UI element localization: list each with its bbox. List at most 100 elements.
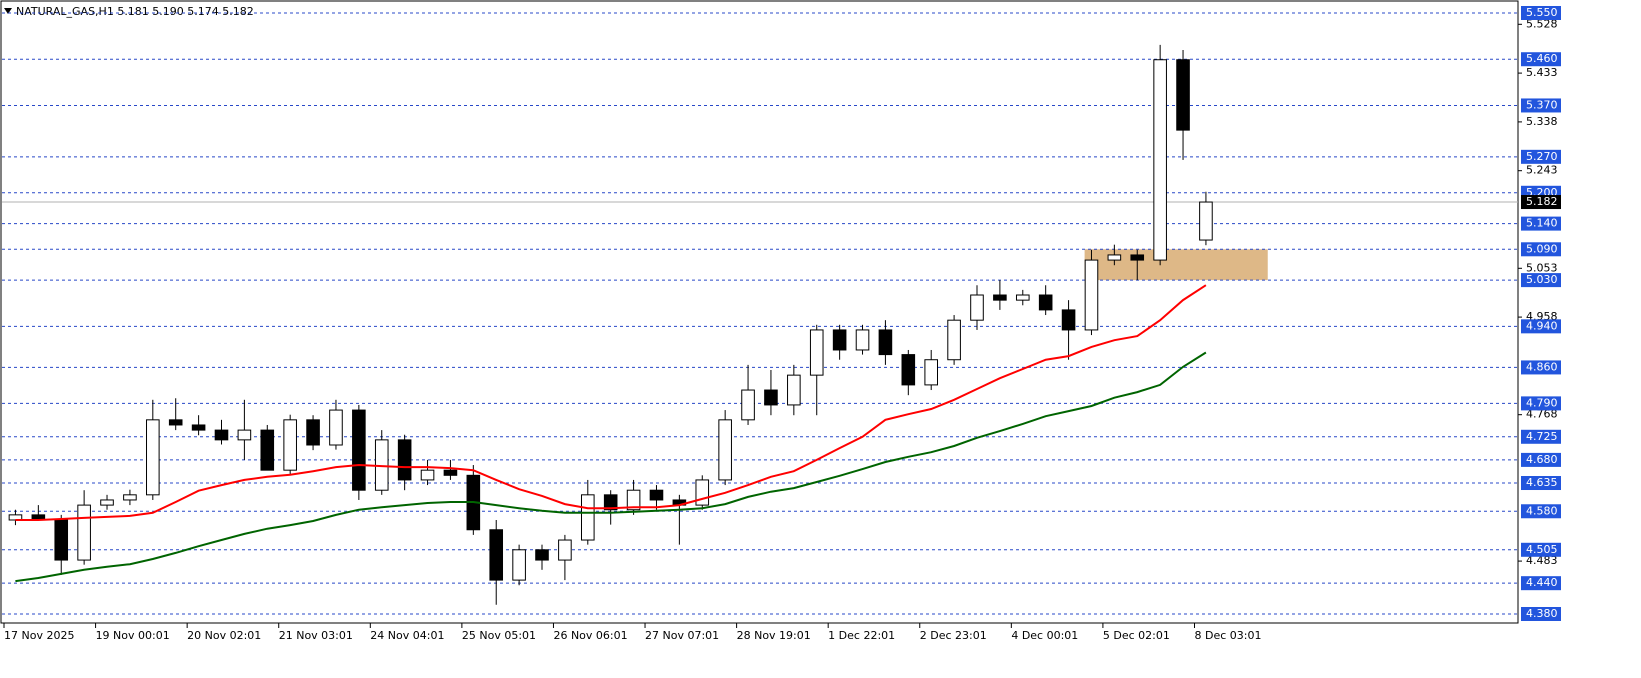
- candle-body: [283, 419, 297, 471]
- level-label-box: [1521, 6, 1561, 20]
- y-tick-label: 4.483: [1526, 554, 1558, 567]
- level-label: 5.030: [1526, 273, 1558, 286]
- x-tick-label: 17 Nov 2025: [4, 629, 74, 642]
- candle-body: [214, 429, 229, 441]
- candle-body: [397, 439, 412, 481]
- candle-body: [901, 354, 916, 386]
- level-label: 5.370: [1526, 98, 1558, 111]
- candle-body: [352, 409, 366, 491]
- candle-body: [260, 429, 275, 471]
- candle-body: [878, 329, 893, 356]
- level-label-box: [1521, 452, 1561, 467]
- level-label-box: [1521, 476, 1561, 491]
- candle-body: [832, 329, 847, 351]
- y-tick-label: 4.768: [1526, 408, 1558, 421]
- x-tick-label: 4 Dec 00:01: [1011, 629, 1078, 642]
- candle-body: [1038, 294, 1053, 311]
- y-tick-label: 5.528: [1526, 17, 1558, 30]
- level-label: 4.860: [1526, 360, 1558, 373]
- level-label-box: [1521, 607, 1561, 621]
- moving-average: [15, 284, 1207, 521]
- candle-body: [168, 419, 183, 426]
- candle-body: [1015, 294, 1030, 301]
- level-label-box: [1521, 273, 1561, 288]
- x-tick-label: 8 Dec 03:01: [1194, 629, 1261, 642]
- level-label-box: [1521, 542, 1561, 557]
- x-tick-label: 5 Dec 02:01: [1103, 629, 1170, 642]
- level-label: 5.550: [1526, 6, 1558, 19]
- zone: [1084, 249, 1268, 281]
- candle-body: [947, 319, 961, 361]
- candle-body: [1176, 59, 1190, 131]
- x-tick-label: 27 Nov 07:01: [645, 629, 719, 642]
- x-tick-label: 1 Dec 22:01: [828, 629, 895, 642]
- chart-title: NATURAL_GAS,H1 5.181 5.190 5.174 5.182: [16, 5, 254, 18]
- level-label-box: [1521, 360, 1561, 375]
- candle-body: [77, 504, 91, 561]
- candle-body: [306, 419, 320, 446]
- plot-frame: [0, 0, 1519, 624]
- y-tick-label: 5.433: [1526, 66, 1558, 79]
- candle-body: [603, 494, 618, 511]
- level-label: 4.380: [1526, 607, 1558, 620]
- level-label: 5.270: [1526, 150, 1558, 163]
- candle-body: [970, 294, 984, 321]
- candle-body: [420, 469, 435, 481]
- candle-body: [558, 539, 572, 561]
- y-tick-label: 5.338: [1526, 115, 1558, 128]
- candle-body: [146, 419, 160, 496]
- level-label: 4.635: [1526, 476, 1558, 489]
- x-tick-label: 28 Nov 19:01: [737, 629, 811, 642]
- level-label-box: [1521, 396, 1561, 411]
- candle-body: [1199, 201, 1213, 241]
- level-label-box: [1521, 242, 1561, 257]
- level-label-box: [1521, 216, 1561, 231]
- level-label-box: [1521, 429, 1561, 444]
- candle-body: [329, 409, 343, 446]
- level-label: 4.790: [1526, 396, 1558, 409]
- y-tick-label: 5.243: [1526, 164, 1558, 177]
- candle-body: [787, 374, 801, 406]
- level-label: 5.140: [1526, 217, 1558, 230]
- candle-body: [123, 494, 137, 501]
- candle-body: [695, 479, 710, 506]
- candle-body: [100, 499, 114, 506]
- candle-body: [809, 329, 824, 376]
- level-label: 4.940: [1526, 319, 1558, 332]
- candle-body: [626, 489, 641, 511]
- candle-body: [54, 519, 69, 561]
- x-tick-label: 2 Dec 23:01: [920, 629, 987, 642]
- last-price-label: 5.182: [1526, 195, 1558, 208]
- candle-body: [1061, 309, 1076, 331]
- last-price-box: [1521, 195, 1561, 210]
- candle-body: [924, 359, 939, 386]
- x-tick-label: 26 Nov 06:01: [553, 629, 627, 642]
- candle-body: [1107, 254, 1122, 261]
- candle-body: [1130, 254, 1145, 261]
- level-label-box: [1521, 98, 1561, 113]
- level-label: 5.090: [1526, 242, 1558, 255]
- candle-body: [855, 329, 870, 351]
- x-tick-label: 19 Nov 00:01: [96, 629, 170, 642]
- title-arrow: [4, 8, 12, 14]
- candle-body: [764, 389, 778, 406]
- level-label: 5.460: [1526, 52, 1558, 65]
- candle-body: [443, 469, 458, 476]
- candle-body: [718, 419, 732, 481]
- candle-body: [535, 549, 549, 561]
- level-label: 4.440: [1526, 576, 1558, 589]
- moving-average: [15, 351, 1207, 583]
- y-tick-label: 5.053: [1526, 261, 1558, 274]
- level-label-box: [1521, 52, 1561, 67]
- candle-body: [237, 429, 252, 441]
- candle-body: [741, 389, 755, 421]
- candle-body: [580, 494, 595, 541]
- candle-body: [649, 489, 664, 501]
- level-label: 4.505: [1526, 543, 1558, 556]
- x-tick-label: 20 Nov 02:01: [187, 629, 261, 642]
- candle-body: [1153, 59, 1167, 261]
- level-label-box: [1521, 576, 1561, 591]
- candle-body: [489, 529, 504, 581]
- level-label-box: [1521, 149, 1561, 164]
